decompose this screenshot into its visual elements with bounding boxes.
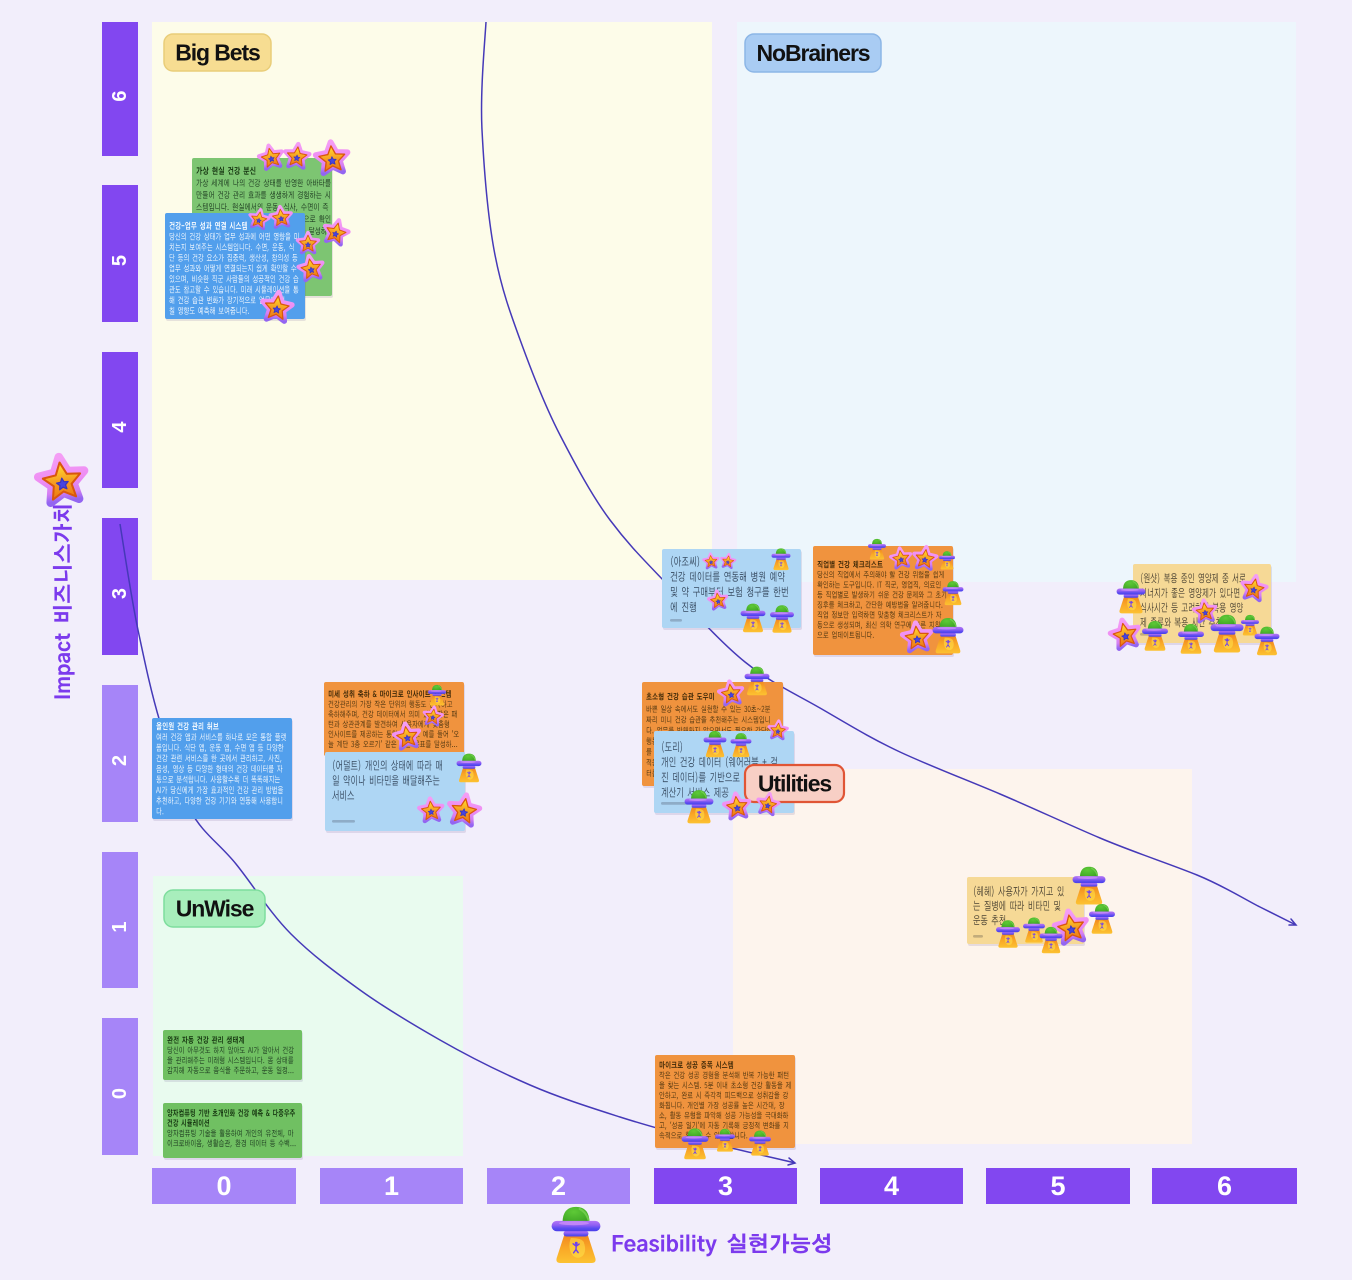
svg-text:4: 4 xyxy=(109,421,131,433)
svg-text:3: 3 xyxy=(718,1171,733,1201)
svg-text:1: 1 xyxy=(109,921,131,932)
svg-text:UnWise: UnWise xyxy=(176,896,254,922)
svg-text:Big Bets: Big Bets xyxy=(175,40,260,66)
svg-text:0: 0 xyxy=(109,1088,131,1099)
svg-text:6: 6 xyxy=(109,90,131,101)
svg-text:2: 2 xyxy=(109,755,131,766)
svg-text:4: 4 xyxy=(884,1171,899,1201)
svg-text:1: 1 xyxy=(384,1171,399,1201)
svg-text:2: 2 xyxy=(551,1171,566,1201)
svg-text:3: 3 xyxy=(109,588,131,599)
svg-text:5: 5 xyxy=(109,255,131,266)
svg-text:NoBrainers: NoBrainers xyxy=(757,40,870,66)
svg-text:5: 5 xyxy=(1050,1171,1065,1201)
svg-text:0: 0 xyxy=(216,1171,231,1201)
svg-text:6: 6 xyxy=(1217,1171,1232,1201)
